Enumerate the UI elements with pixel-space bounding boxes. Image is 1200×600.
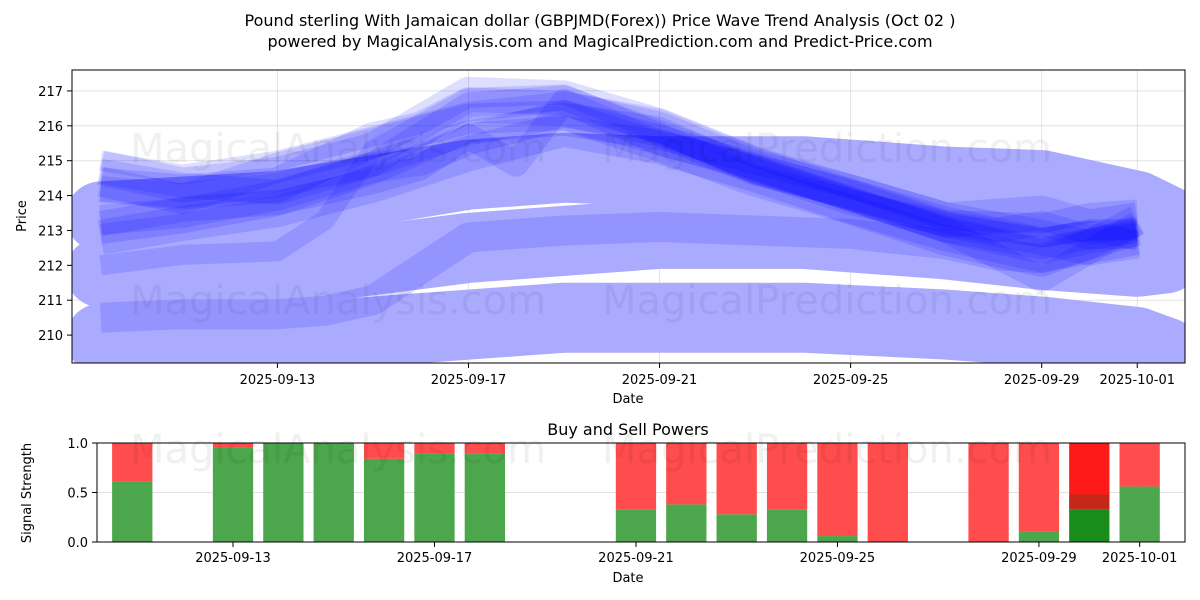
- sell-power-bar: [867, 443, 908, 542]
- sell-power-bar: [666, 443, 707, 505]
- bar-y-axis-title: Signal Strength: [20, 443, 35, 543]
- bar-x-tick-label: 2025-09-17: [397, 551, 473, 566]
- watermark-text: MagicalAnalysis.com: [130, 126, 546, 172]
- main-y-tick-label: 216: [38, 120, 63, 135]
- buy-power-bar: [464, 453, 505, 542]
- buy-power-bar: [112, 481, 153, 542]
- main-plot-frame: [71, 69, 1186, 364]
- bar-x-tick-label: 2025-09-29: [1001, 551, 1077, 566]
- bar-y-tick-label: 0.5: [67, 487, 88, 502]
- buy-power-bar: [615, 509, 657, 542]
- buy-power-bar: [766, 509, 808, 542]
- sell-power-bar: [363, 443, 405, 459]
- main-y-tick-label: 212: [38, 259, 63, 274]
- buy-power-bar: [414, 453, 455, 542]
- sell-power-bar: [1018, 443, 1060, 532]
- price-wave-line-5: [99, 115, 1140, 251]
- sell-power-bar: [212, 443, 254, 448]
- buy-power-bar: [716, 514, 757, 542]
- buy-power-bar: [363, 458, 405, 542]
- price-wave-line-11: [100, 212, 1142, 333]
- watermark-text: MagicalPrediction.com: [602, 278, 1052, 324]
- wave-layer: [72, 76, 1185, 363]
- sell-power-bar: [615, 443, 657, 510]
- bar-x-tick-label: 2025-09-25: [800, 551, 876, 566]
- sell-power-bar: [716, 443, 757, 515]
- sell-power-bar: [112, 443, 153, 482]
- sell-power-bar: [968, 443, 1009, 542]
- sell-power-bar: [464, 443, 505, 454]
- buy-power-bar: [212, 447, 254, 542]
- price-wave-line-2: [98, 85, 1140, 264]
- sell-power-bar: [414, 443, 455, 454]
- sell-power-bar: [766, 443, 808, 510]
- watermark-layer: MagicalAnalysis.com MagicalPrediction.co…: [130, 126, 1052, 473]
- price-wave-line-4: [99, 87, 1140, 266]
- price-wave-line-12: [97, 76, 1140, 245]
- price-wave-plot: 2025-09-13 2025-09-17 2025-09-21 2025-09-25…: [38, 69, 1186, 388]
- main-y-tick-label: 215: [38, 155, 63, 170]
- buy-power-bar: [1018, 531, 1060, 542]
- price-band-1: [72, 282, 1185, 363]
- main-x-tick-label: 2025-09-25: [813, 373, 889, 388]
- price-wave-line-10: [99, 102, 1139, 250]
- bar-x-axis-title: Date: [612, 571, 643, 586]
- main-y-tick-label: 217: [38, 85, 63, 100]
- buy-power-bar: [817, 536, 858, 542]
- bar-x-tick-label: 2025-09-13: [195, 551, 271, 566]
- main-x-tick-label: 2025-09-13: [240, 373, 316, 388]
- main-y-tick-label: 210: [38, 329, 63, 344]
- price-wave-line-1: [99, 84, 1138, 276]
- watermark-text: MagicalAnalysis.com: [130, 278, 546, 324]
- sell-power-bar: [1069, 443, 1110, 510]
- price-wave-line-7: [97, 100, 1145, 277]
- price-wave-line-6: [98, 88, 1144, 292]
- main-x-tick-label: 2025-10-01: [1099, 373, 1175, 388]
- sell-power-bar: [1119, 443, 1160, 487]
- main-x-tick-label: 2025-09-21: [622, 373, 698, 388]
- buy-power-bar: [313, 443, 354, 542]
- chart-title: Pound sterling With Jamaican dollar (GBP…: [245, 11, 956, 30]
- watermark-text: MagicalPrediction.com: [602, 427, 1052, 473]
- watermark-text: MagicalPrediction.com: [602, 126, 1052, 172]
- buy-power-bar: [666, 504, 707, 542]
- bar-y-tick-label: 1.0: [67, 437, 88, 452]
- main-y-tick-label: 213: [38, 224, 63, 239]
- price-band-2: [72, 198, 1185, 308]
- buy-power-bar: [263, 443, 304, 542]
- buy-power-bar: [1069, 509, 1110, 542]
- signal-overlap-bar: [1069, 494, 1110, 510]
- bar-chart-title: Buy and Sell Powers: [547, 420, 709, 439]
- bar-y-tick-label: 0.0: [67, 536, 88, 551]
- buy-power-bar: [1119, 486, 1160, 542]
- main-x-tick-label: 2025-09-17: [431, 373, 507, 388]
- main-y-tick-label: 211: [38, 294, 63, 309]
- watermark-text: MagicalAnalysis.com: [130, 427, 546, 473]
- price-wave-line-9: [99, 91, 1138, 234]
- bar-x-tick-label: 2025-10-01: [1102, 551, 1178, 566]
- bar-x-tick-label: 2025-09-21: [598, 551, 674, 566]
- sell-power-bar: [817, 443, 858, 537]
- buy-sell-power-plot: 2025-09-13 2025-09-17 2025-09-21 2025-09-25…: [67, 437, 1186, 566]
- price-band-3: [72, 132, 1185, 255]
- price-wave-line-8: [97, 111, 1141, 273]
- main-x-tick-label: 2025-09-29: [1004, 373, 1080, 388]
- main-y-axis-title: Price: [15, 200, 30, 232]
- main-y-tick-label: 214: [38, 190, 63, 205]
- price-wave-line-3: [99, 100, 1138, 260]
- chart-subtitle: powered by MagicalAnalysis.com and Magic…: [267, 32, 932, 51]
- main-x-axis-title: Date: [612, 392, 643, 407]
